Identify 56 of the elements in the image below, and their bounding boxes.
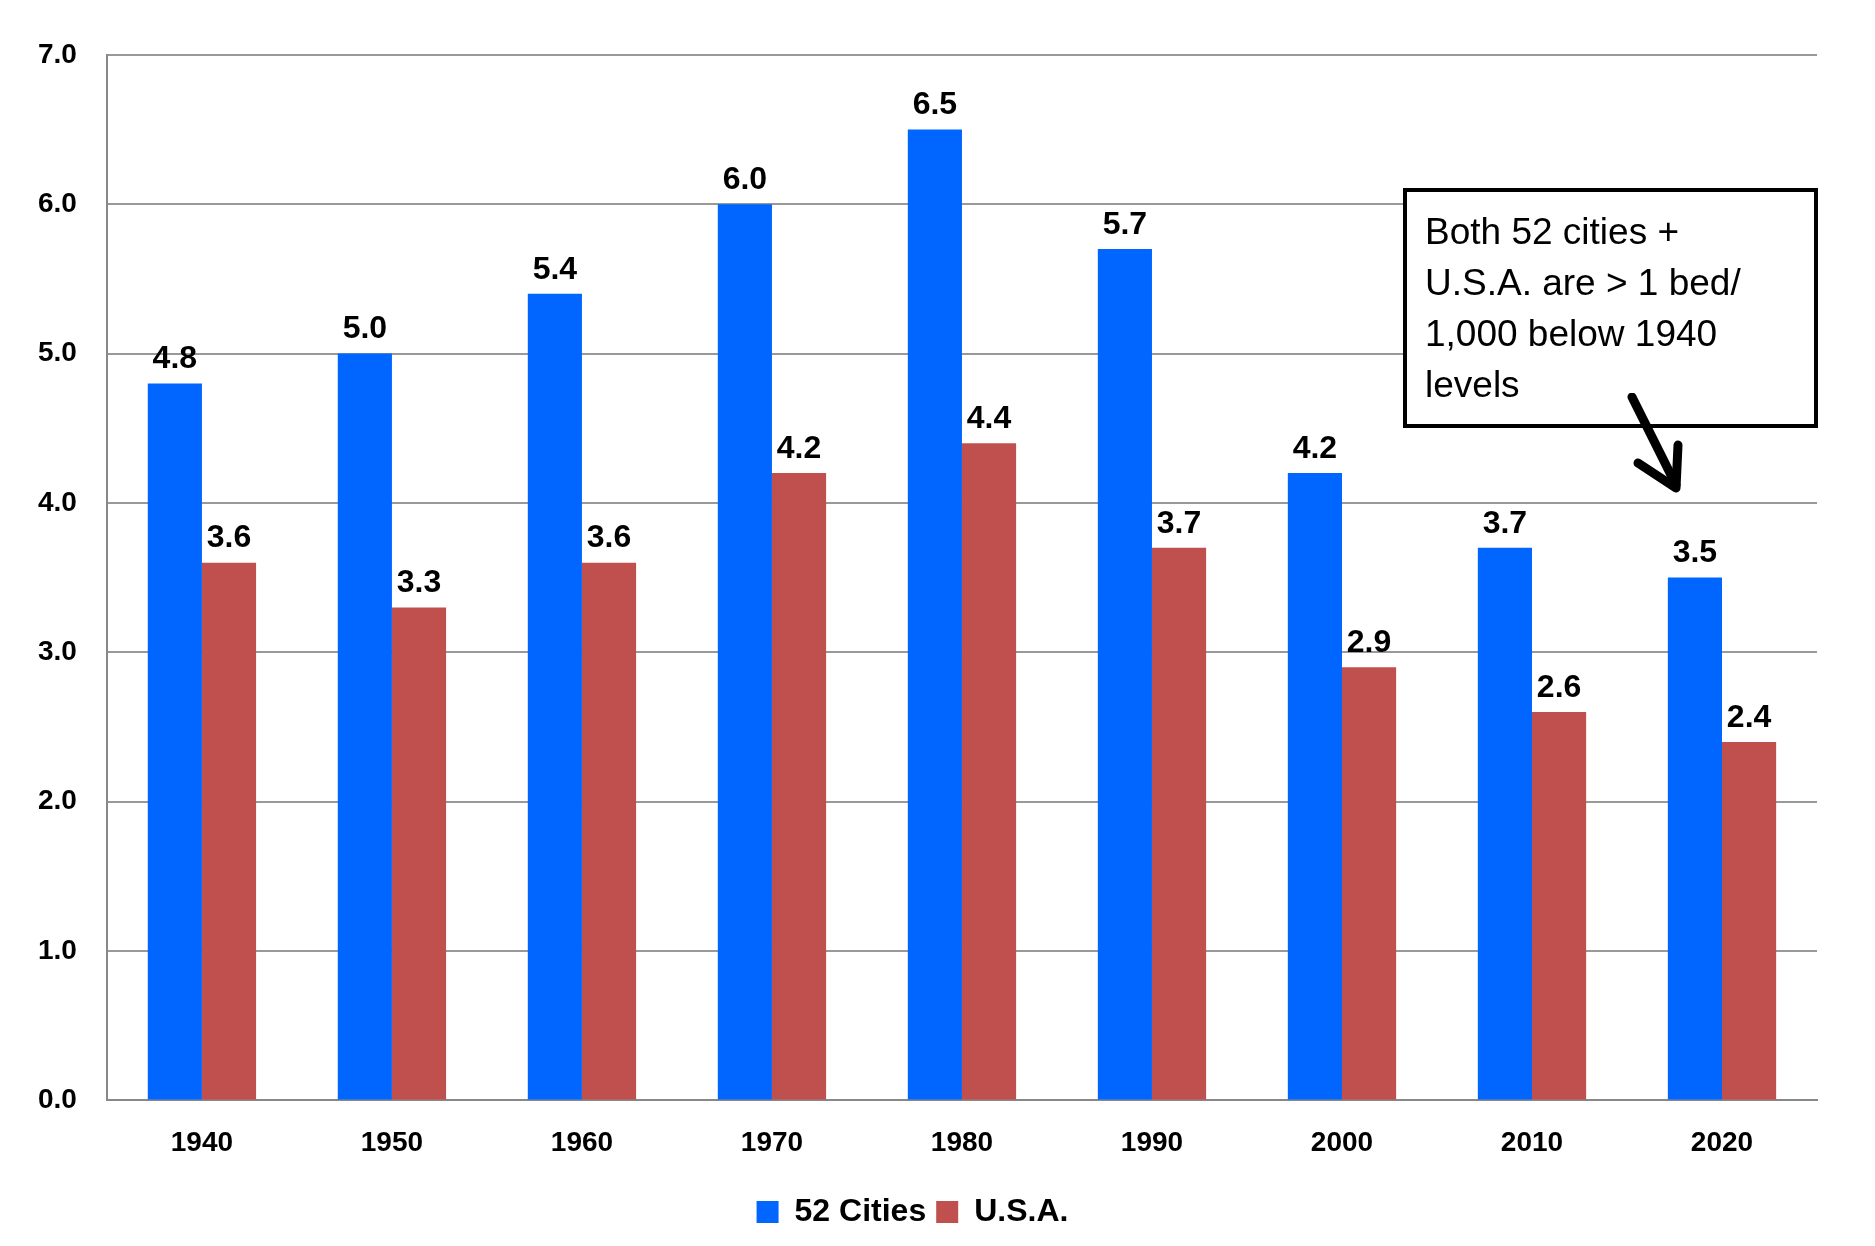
- data-label: 3.5: [1672, 533, 1718, 570]
- data-label: 5.7: [1102, 204, 1148, 241]
- y-tick-label: 7.0: [37, 37, 77, 69]
- bar: [1667, 577, 1722, 1100]
- data-label: 4.2: [776, 428, 822, 465]
- annotation: Both 52 cities + U.S.A. are > 1 bed/ 1,000 below 1940 levels: [1403, 188, 1818, 428]
- data-label: 3.6: [206, 518, 252, 555]
- y-tick-label: 0.0: [37, 1083, 77, 1115]
- bar: [961, 443, 1017, 1100]
- bar: [717, 204, 772, 1100]
- legend-label: U.S.A.: [974, 1191, 1069, 1228]
- bar: [391, 607, 447, 1100]
- x-tick-label: 2010: [1500, 1125, 1564, 1157]
- bar: [1151, 547, 1207, 1100]
- bar: [201, 562, 257, 1100]
- y-tick-label: 4.0: [37, 485, 77, 517]
- bar: [771, 473, 827, 1100]
- y-tick-label: 3.0: [37, 635, 77, 666]
- bar: [1097, 248, 1152, 1100]
- x-tick-label: 1970: [740, 1125, 804, 1157]
- data-label: 3.3: [396, 563, 442, 600]
- data-label: 3.7: [1156, 503, 1202, 540]
- data-label: 4.4: [966, 398, 1012, 435]
- legend-label: 52 Cities: [794, 1191, 927, 1228]
- data-label: 3.6: [586, 518, 632, 555]
- y-tick-label: 2.0: [37, 784, 77, 816]
- bar: [1341, 667, 1397, 1100]
- bar: [907, 129, 962, 1100]
- x-tick-label: 1960: [550, 1125, 614, 1157]
- bar: [1531, 712, 1587, 1100]
- bar: [337, 353, 392, 1100]
- data-label: 5.0: [342, 309, 388, 346]
- data-label: 4.2: [1292, 428, 1338, 465]
- data-label: 2.6: [1536, 667, 1582, 704]
- data-label: 4.8: [152, 339, 198, 376]
- bar: [1722, 741, 1777, 1100]
- y-tick-label: 5.0: [37, 336, 77, 368]
- data-label: 2.9: [1346, 623, 1392, 660]
- bar: [147, 383, 202, 1100]
- bar: [1287, 473, 1342, 1100]
- x-tick-label: 2000: [1310, 1125, 1374, 1157]
- x-tick-label: 1950: [360, 1125, 424, 1157]
- y-tick-label: 1.0: [37, 933, 77, 965]
- x-tick-label: 1940: [170, 1125, 234, 1157]
- bar: [581, 562, 637, 1100]
- data-label: 5.4: [532, 249, 578, 286]
- x-tick-label: 1990: [1120, 1125, 1184, 1157]
- bar: [527, 293, 582, 1100]
- data-label: 6.5: [912, 85, 958, 122]
- y-tick-label: 6.0: [37, 186, 77, 218]
- bar: [1477, 547, 1532, 1100]
- data-label: 3.7: [1482, 503, 1528, 540]
- data-label: 6.0: [722, 160, 768, 196]
- x-tick-label: 2020: [1690, 1125, 1754, 1157]
- data-label: 2.4: [1726, 697, 1772, 734]
- x-tick-label: 1980: [930, 1125, 994, 1157]
